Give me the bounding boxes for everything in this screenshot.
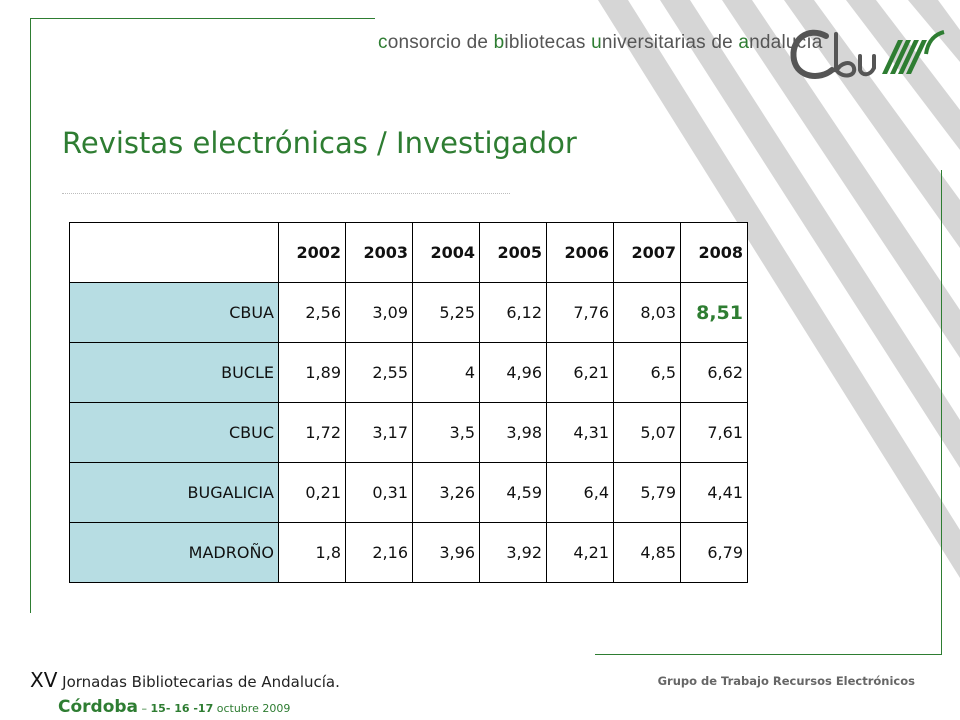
table-cell: 3,98 xyxy=(479,402,547,463)
header-text-part: onsorcio de xyxy=(387,32,494,53)
consortium-label: CBUA xyxy=(69,282,279,343)
table-cell: 1,72 xyxy=(278,402,346,463)
table-cell: 6,5 xyxy=(613,342,681,403)
table-cell: 5,25 xyxy=(412,282,480,343)
year-header: 2007 xyxy=(613,222,681,283)
table-cell: 4,85 xyxy=(613,522,681,583)
table-row: CBUC 1,72 3,17 3,5 3,98 4,31 5,07 7,61 xyxy=(69,402,748,463)
table-cell: 3,09 xyxy=(345,282,413,343)
table-cell: 3,17 xyxy=(345,402,413,463)
year-header: 2003 xyxy=(345,222,413,283)
frame-top-line xyxy=(30,18,375,19)
year-header: 2005 xyxy=(479,222,547,283)
table-cell: 6,21 xyxy=(546,342,614,403)
table-cell: 8,51 xyxy=(680,282,748,343)
consortium-label: BUGALICIA xyxy=(69,462,279,523)
table-row: BUGALICIA 0,21 0,31 3,26 4,59 6,4 5,79 4,41 xyxy=(69,462,748,523)
table-cell: 1,8 xyxy=(278,522,346,583)
table-cell: 1,89 xyxy=(278,342,346,403)
working-group-name: Grupo de Trabajo Recursos Electrónicos xyxy=(657,674,915,688)
table-row: BUCLE 1,89 2,55 4 4,96 6,21 6,5 6,62 xyxy=(69,342,748,403)
table-cell: 5,07 xyxy=(613,402,681,463)
consortium-label: BUCLE xyxy=(69,342,279,403)
table-cell: 4 xyxy=(412,342,480,403)
consortium-label: CBUC xyxy=(69,402,279,463)
header-text-part: u xyxy=(591,32,602,53)
event-name: XV Jornadas Bibliotecarias de Andalucía. xyxy=(30,668,340,692)
table-cell: 2,56 xyxy=(278,282,346,343)
table-cell: 5,79 xyxy=(613,462,681,523)
table-cell: 3,26 xyxy=(412,462,480,523)
table-cell: 3,96 xyxy=(412,522,480,583)
header-text-part: a xyxy=(738,32,750,53)
frame-right-line xyxy=(941,170,942,655)
journals-per-researcher-table: 2002 2003 2004 2005 2006 2007 2008 CBUA 2… xyxy=(69,222,748,583)
page-title: Revistas electrónicas / Investigador xyxy=(62,126,577,160)
year-header: 2004 xyxy=(412,222,480,283)
year-header: 2008 xyxy=(680,222,748,283)
table-cell: 2,55 xyxy=(345,342,413,403)
event-title: Jornadas Bibliotecarias de Andalucía. xyxy=(62,673,340,691)
table-cell: 3,5 xyxy=(412,402,480,463)
table-cell: 0,31 xyxy=(345,462,413,523)
header-text-part: niversitarias de xyxy=(601,32,739,53)
consortium-label: MADROÑO xyxy=(69,522,279,583)
event-location-dates: Córdoba – 15- 16 -17 octubre 2009 xyxy=(58,697,290,717)
table-cell: 6,4 xyxy=(546,462,614,523)
header-text-part: b xyxy=(493,32,505,53)
table-cell: 7,61 xyxy=(680,402,748,463)
frame-left-line xyxy=(30,18,31,613)
table-row: MADROÑO 1,8 2,16 3,96 3,92 4,21 4,85 6,79 xyxy=(69,522,748,583)
table-cell: 7,76 xyxy=(546,282,614,343)
year-header: 2006 xyxy=(546,222,614,283)
event-dates-separator: – xyxy=(138,702,151,715)
table-cell: 4,21 xyxy=(546,522,614,583)
table-cell: 8,03 xyxy=(613,282,681,343)
header-text-part: ibliotecas xyxy=(504,32,592,53)
table-cell: 4,41 xyxy=(680,462,748,523)
table-cell: 0,21 xyxy=(278,462,346,523)
cbua-logo xyxy=(790,29,945,79)
table-cell: 3,92 xyxy=(479,522,547,583)
table-header-row: 2002 2003 2004 2005 2006 2007 2008 xyxy=(69,222,748,283)
event-city: Córdoba xyxy=(58,697,139,717)
table-cell: 4,59 xyxy=(479,462,547,523)
year-header: 2002 xyxy=(278,222,346,283)
table-cell: 4,96 xyxy=(479,342,547,403)
table-cell: 2,16 xyxy=(345,522,413,583)
table-cell: 6,62 xyxy=(680,342,748,403)
table-cell: 4,31 xyxy=(546,402,614,463)
header-text-part: c xyxy=(378,32,388,53)
title-divider xyxy=(62,193,510,194)
frame-bottom-line xyxy=(595,654,942,655)
table-cell: 6,12 xyxy=(479,282,547,343)
event-month-year: octubre 2009 xyxy=(213,702,291,715)
table-cell: 6,79 xyxy=(680,522,748,583)
table-corner-cell xyxy=(69,222,279,283)
table-row: CBUA 2,56 3,09 5,25 6,12 7,76 8,03 8,51 xyxy=(69,282,748,343)
consortium-header: consorcio de bibliotecas universitarias … xyxy=(378,32,823,54)
edition-number: XV xyxy=(30,668,58,692)
event-days: 15- 16 -17 xyxy=(150,702,214,715)
